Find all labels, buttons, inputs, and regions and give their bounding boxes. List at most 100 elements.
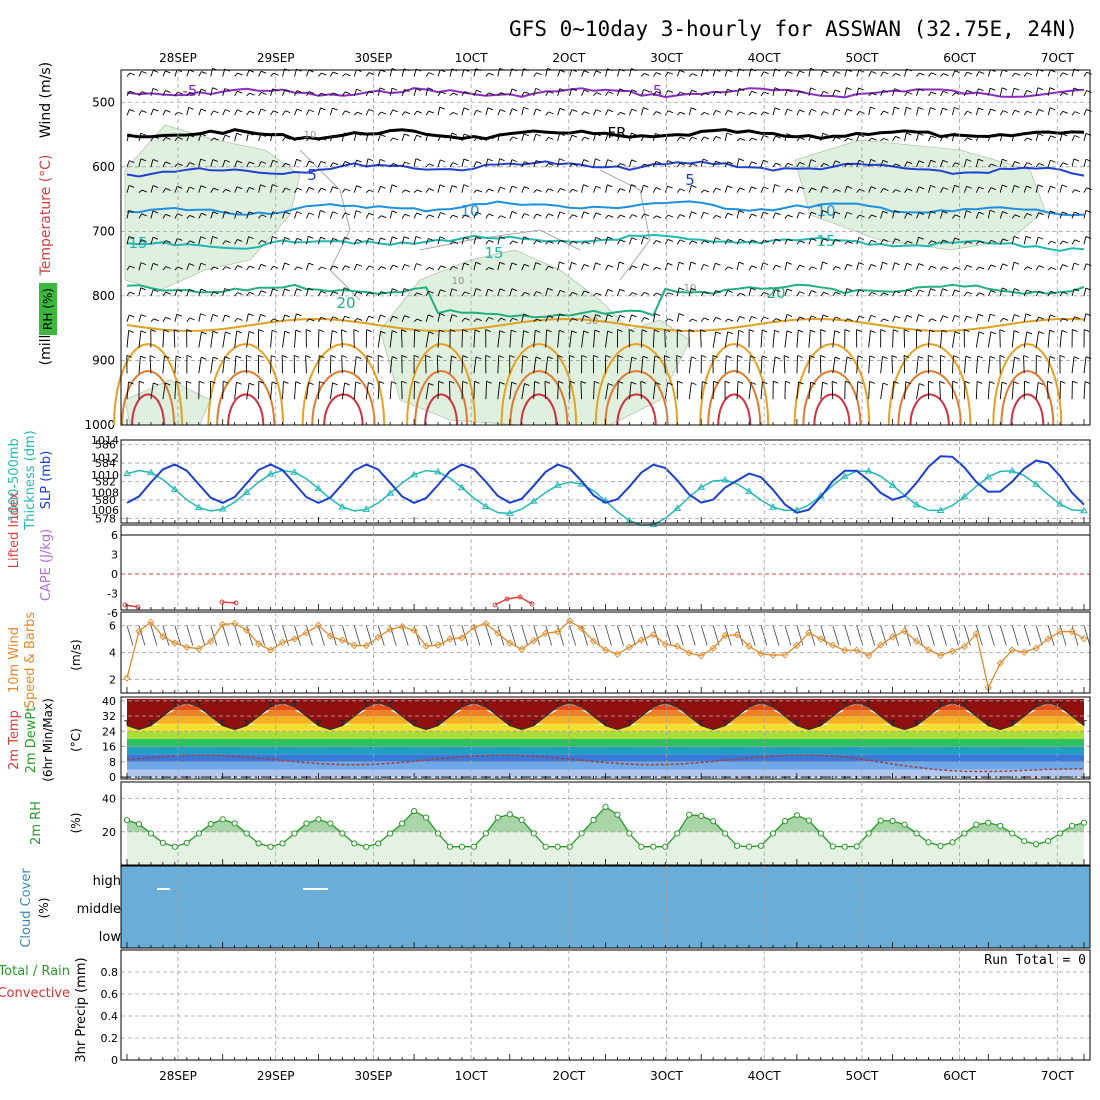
- wind-barb: [461, 184, 465, 193]
- thickness-point: [434, 467, 442, 475]
- lifted-index-point: [517, 594, 523, 600]
- wind-barb-flag: [128, 133, 135, 137]
- wind-barb-flag: [177, 213, 183, 217]
- lifted-index-point: [529, 601, 535, 607]
- wind-barb-10m: [951, 625, 959, 646]
- wind-barb-flag: [882, 89, 889, 93]
- wind-barb-flag: [150, 329, 156, 332]
- wind-barb-flag: [152, 88, 159, 91]
- wind-barb-flag: [677, 380, 683, 384]
- wind-barb-flag: [129, 108, 135, 112]
- wind-barb: [808, 212, 812, 219]
- wind-barb-flag: [344, 265, 351, 269]
- wind-barb: [844, 357, 848, 374]
- wind-barb: [234, 211, 238, 219]
- wind-barb-flag: [237, 317, 243, 321]
- wind-barb: [533, 240, 537, 245]
- wind-barb: [976, 240, 980, 245]
- surface-temp-contour: [414, 369, 469, 426]
- wind-barb-flag: [869, 355, 875, 359]
- wind-barb: [617, 239, 621, 245]
- wind-barb: [975, 135, 980, 142]
- wind-speed-point: [350, 641, 358, 650]
- wind-barb: [1046, 381, 1049, 400]
- wind-barb: [963, 315, 968, 322]
- wind-barb-flag: [954, 314, 960, 318]
- wind-barb-flag: [368, 315, 374, 319]
- wind-barb: [509, 211, 513, 219]
- surface-temp-contour: [131, 393, 165, 426]
- wind-barb-flag: [224, 314, 231, 318]
- wind-speed-point: [1044, 635, 1052, 643]
- wind-barb-flag: [524, 383, 530, 386]
- wind-barb-flag: [129, 90, 135, 94]
- wind-barb: [808, 134, 812, 142]
- wind-barb-flag: [667, 160, 673, 163]
- wind-barb: [353, 185, 357, 193]
- wind-barb-flag: [691, 185, 697, 188]
- wind-barb: [246, 92, 250, 97]
- wind-barb: [485, 72, 490, 77]
- wind-barb-flag: [344, 212, 350, 216]
- rh-point: [985, 819, 992, 826]
- wind-barb-flag: [786, 133, 793, 137]
- wind-barb: [557, 290, 561, 297]
- wind-barb: [437, 69, 441, 77]
- wind-barb-flag: [332, 71, 339, 75]
- wind-barb: [449, 185, 453, 193]
- wind-barb-flag: [822, 210, 828, 213]
- wind-barb: [533, 330, 536, 348]
- wind-barb: [880, 318, 884, 323]
- wind-barb-flag: [895, 135, 901, 139]
- wind-barb-flag: [475, 356, 482, 360]
- wind-barb-flag: [691, 163, 698, 167]
- wind-barb-10m: [557, 625, 565, 646]
- ytick-pressure: 800: [92, 289, 115, 303]
- wind-barb: [246, 313, 249, 322]
- wind-barb-flag: [260, 70, 267, 74]
- wind-barb-flag: [619, 261, 625, 265]
- rh-point: [303, 820, 310, 827]
- rh-point: [1033, 841, 1040, 848]
- wind-barb-flag: [883, 292, 889, 296]
- wind-barb: [497, 382, 501, 400]
- wind-barb-flag: [748, 329, 755, 332]
- wind-barb-flag: [751, 213, 757, 217]
- wind-barb-flag: [225, 188, 231, 192]
- wind-barb: [473, 189, 478, 193]
- wind-barb-flag: [392, 163, 399, 166]
- wind-barb-flag: [607, 159, 613, 163]
- wind-barb-flag: [990, 264, 997, 268]
- wind-speed-point: [924, 646, 933, 654]
- wind-barb: [449, 356, 452, 374]
- wind-barb: [509, 185, 513, 193]
- wind-barb-flag: [738, 88, 745, 91]
- wind-barb: [987, 313, 991, 322]
- wind-barb: [150, 237, 154, 245]
- wind-barb: [545, 315, 549, 322]
- wind-barb: [868, 292, 872, 297]
- wind-barb-flag: [249, 265, 255, 269]
- wind-barb-flag: [907, 188, 913, 192]
- wind-speed-point: [159, 632, 167, 641]
- wind-barb: [198, 158, 202, 167]
- wind-barb: [904, 161, 908, 168]
- wind-barb: [521, 186, 525, 193]
- wind-barb-flag: [401, 329, 407, 333]
- wind-speed-point: [386, 625, 394, 634]
- wind-barb: [916, 107, 919, 116]
- wind-barb: [868, 92, 872, 97]
- wind-barb: [461, 329, 464, 348]
- wind-barb: [270, 288, 274, 297]
- wind-barb: [1059, 72, 1064, 77]
- date-label-top: 6OCT: [943, 51, 976, 65]
- wind-barb: [138, 356, 141, 374]
- wind-speed-point: [709, 644, 717, 652]
- wind-barb-flag: [487, 288, 494, 292]
- wind-barb-flag: [225, 331, 231, 335]
- wind-barb: [784, 133, 788, 142]
- wind-barb-flag: [392, 315, 398, 319]
- wind-barb: [628, 132, 632, 142]
- wind-barb: [617, 134, 621, 142]
- rh-point: [674, 830, 681, 837]
